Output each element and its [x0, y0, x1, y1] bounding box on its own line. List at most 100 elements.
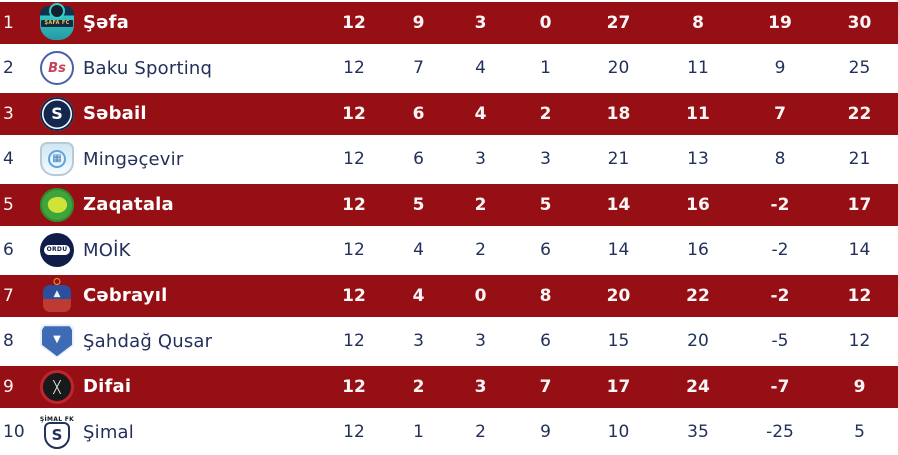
stat-goal_diff: -25 — [766, 422, 794, 443]
team-name: Zaqatala — [83, 194, 174, 216]
stat-won: 9 — [412, 12, 425, 33]
team-cell: ╳ Difai — [40, 369, 321, 404]
stat-lost: 5 — [539, 194, 552, 215]
crest-glyph: ╳ — [53, 379, 61, 394]
stat-points: 21 — [848, 149, 871, 170]
stat-played: 12 — [342, 12, 366, 33]
stat-goals_for: 14 — [607, 240, 630, 261]
stat-goals_for: 20 — [606, 285, 631, 306]
stat-won: 2 — [412, 376, 425, 397]
crest-glyph: Bs — [48, 60, 66, 76]
team-cell: ŞAFA FC Şəfa — [40, 5, 321, 40]
table-row[interactable]: 2 Bs Baku Sportinq 12 7 4 1 20 11 9 25 — [0, 45, 898, 91]
team-cell: Zaqatala — [40, 187, 321, 222]
table-row[interactable]: 6 ORDU MOİK 12 4 2 6 14 16 -2 14 — [0, 227, 898, 273]
stat-goals_for: 10 — [607, 422, 630, 443]
team-name: Mingəçevir — [83, 148, 184, 170]
sahdag-qusar-crest-icon: ▼ — [40, 324, 74, 359]
stat-goals_for: 14 — [606, 194, 631, 215]
stat-points: 12 — [848, 331, 871, 352]
table-row[interactable]: 3 S Səbail 12 6 4 2 18 11 7 22 — [0, 91, 898, 137]
stat-drawn: 2 — [475, 422, 486, 443]
stat-goal_diff: 19 — [768, 12, 792, 33]
position-number: 3 — [3, 103, 14, 124]
stat-goals_for: 21 — [607, 149, 630, 170]
stats-cells: 12 5 2 5 14 16 -2 17 — [321, 195, 898, 215]
stat-goal_diff: -5 — [771, 331, 789, 352]
table-row[interactable]: 8 ▼ Şahdağ Qusar 12 3 3 6 15 20 -5 12 — [0, 318, 898, 364]
table-row[interactable]: 5 Zaqatala 12 5 2 5 14 16 -2 17 — [0, 182, 898, 228]
stat-goals_against: 13 — [687, 149, 709, 170]
stat-played: 12 — [342, 376, 366, 397]
stat-played: 12 — [343, 149, 365, 170]
team-cell: S Səbail — [40, 96, 321, 131]
cebrayil-crest-icon: ▲ — [43, 284, 71, 312]
stat-played: 12 — [343, 240, 365, 261]
stats-cells: 12 4 0 8 20 22 -2 12 — [321, 286, 898, 306]
stat-points: 25 — [848, 58, 871, 79]
stat-won: 4 — [412, 285, 425, 306]
stat-drawn: 3 — [475, 149, 486, 170]
stat-goals_against: 22 — [686, 285, 710, 306]
stat-goal_diff: 8 — [774, 149, 786, 170]
table-row[interactable]: 10 ŞİMAL FK S Şimal 12 1 2 9 10 35 -25 5 — [0, 409, 898, 455]
stat-goals_against: 11 — [686, 103, 710, 124]
crest-glyph: S — [51, 103, 63, 123]
stat-won: 5 — [412, 194, 425, 215]
team-name: MOİK — [83, 239, 131, 261]
stats-cells: 12 6 4 2 18 11 7 22 — [321, 104, 898, 124]
position-number: 1 — [3, 12, 14, 33]
stat-played: 12 — [342, 194, 366, 215]
stat-goal_diff: 9 — [774, 58, 786, 79]
moik-crest-icon: ORDU — [40, 233, 74, 268]
team-cell: ŞİMAL FK S Şimal — [40, 416, 321, 449]
stat-lost: 6 — [540, 240, 551, 261]
stat-goal_diff: -7 — [770, 376, 790, 397]
table-row[interactable]: 7 ▲ Cəbrayıl 12 4 0 8 20 22 -2 12 — [0, 273, 898, 319]
sebail-crest-icon: S — [40, 96, 74, 131]
stat-drawn: 3 — [474, 12, 487, 33]
stat-goals_against: 24 — [686, 376, 710, 397]
stat-goals_against: 11 — [687, 58, 709, 79]
stat-won: 6 — [413, 149, 424, 170]
stats-cells: 12 7 4 1 20 11 9 25 — [321, 58, 898, 78]
stat-goals_for: 18 — [606, 103, 631, 124]
stat-lost: 8 — [539, 285, 552, 306]
zaqatala-crest-icon — [40, 187, 74, 222]
stat-goal_diff: -2 — [770, 194, 790, 215]
position-number: 4 — [3, 149, 14, 170]
stat-points: 5 — [854, 422, 865, 443]
stat-goal_diff: -2 — [771, 240, 789, 261]
stat-drawn: 4 — [474, 103, 487, 124]
stat-points: 14 — [848, 240, 871, 261]
position-number: 7 — [3, 285, 14, 306]
position-number: 9 — [3, 376, 14, 397]
stat-goals_against: 35 — [687, 422, 709, 443]
stat-won: 4 — [413, 240, 424, 261]
stats-cells: 12 1 2 9 10 35 -25 5 — [321, 422, 898, 442]
crest-label: ŞİMAL FK — [39, 415, 75, 423]
shefa-crest-icon: ŞAFA FC — [40, 5, 74, 40]
stat-lost: 3 — [540, 149, 551, 170]
crest-glyph: ▦ — [48, 150, 66, 169]
stat-played: 12 — [343, 58, 365, 79]
position-number: 8 — [3, 331, 14, 352]
stat-goals_against: 16 — [687, 240, 709, 261]
table-row[interactable]: 9 ╳ Difai 12 2 3 7 17 24 -7 9 — [0, 364, 898, 410]
stat-drawn: 2 — [475, 240, 486, 261]
table-row[interactable]: 1 ŞAFA FC Şəfa 12 9 3 0 27 8 19 30 — [0, 0, 898, 46]
stat-lost: 2 — [539, 103, 552, 124]
difai-crest-icon: ╳ — [40, 369, 74, 404]
team-cell: ▲ Cəbrayıl — [40, 280, 321, 312]
stat-played: 12 — [343, 422, 365, 443]
team-name: Səbail — [83, 103, 147, 125]
team-name: Cəbrayıl — [83, 285, 168, 307]
position-number: 5 — [3, 194, 14, 215]
stat-lost: 0 — [539, 12, 552, 33]
stat-goals_against: 20 — [687, 331, 709, 352]
position-number: 10 — [3, 422, 25, 443]
stats-cells: 12 9 3 0 27 8 19 30 — [321, 13, 898, 33]
table-row[interactable]: 4 ▦ Mingəçevir 12 6 3 3 21 13 8 21 — [0, 136, 898, 182]
stat-points: 9 — [853, 376, 866, 397]
position-number: 6 — [3, 240, 14, 261]
